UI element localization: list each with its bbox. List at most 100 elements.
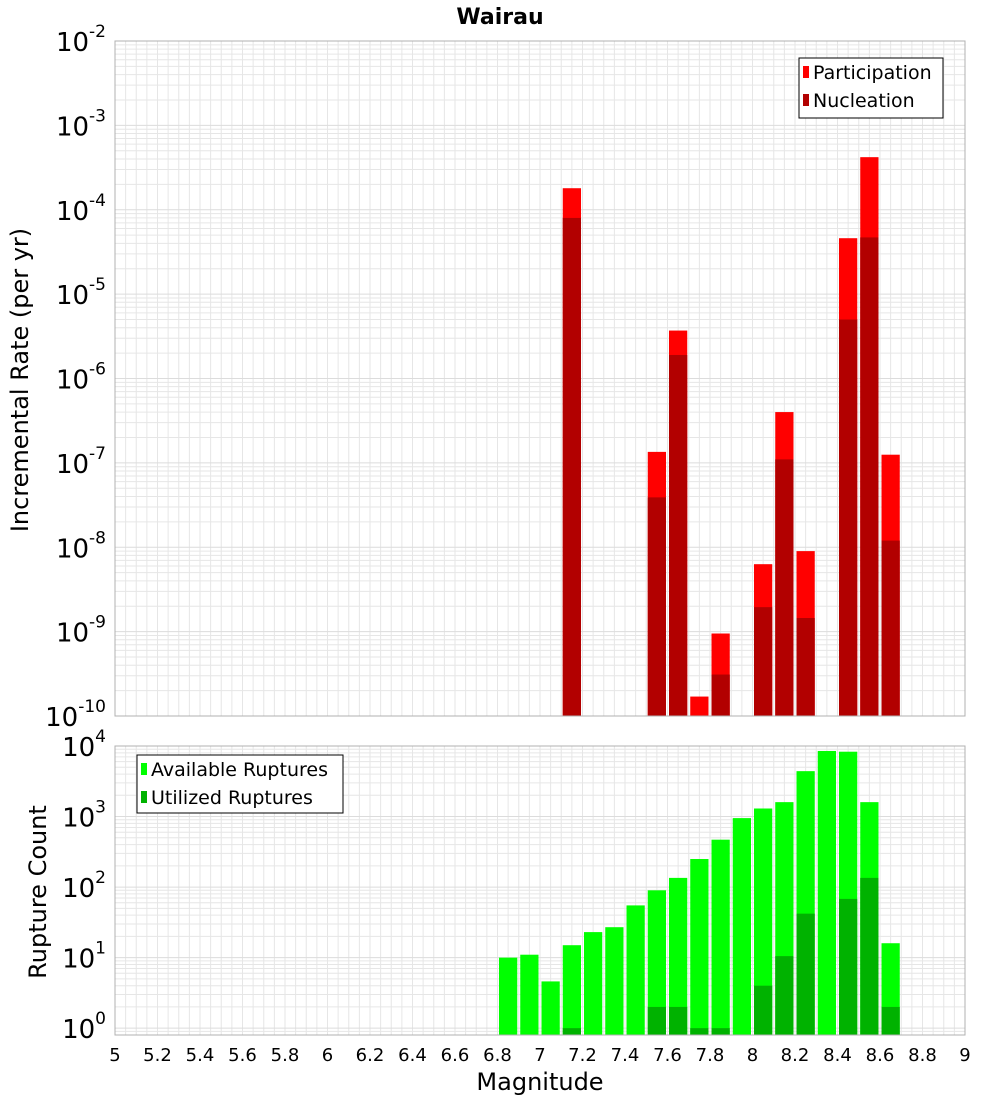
series-utilized-ruptures [562,877,900,1035]
x-tick-label: 8 [747,1045,758,1066]
plot-frame [114,40,966,717]
y-tick-base: 10 [56,534,89,564]
y-tick-exponent: -8 [89,528,106,548]
bar-available-ruptures [541,981,560,1035]
y-tick-base: 10 [56,197,89,227]
y-tick-exponent: -9 [89,613,106,633]
y-tick-exponent: -7 [89,444,106,464]
bar-available-ruptures [562,945,581,1035]
y-tick-label: 100 [62,1009,106,1045]
legend-entry-label: Nucleation [813,90,915,112]
y-tick-exponent: 3 [95,798,106,818]
x-tick-label: 7.2 [568,1045,597,1066]
bar-nucleation [881,540,900,716]
x-tick-label: 8.8 [908,1045,937,1066]
y-tick-base: 10 [62,733,95,763]
bar-nucleation [775,459,794,716]
bar-utilized-ruptures [711,1028,730,1035]
x-tick-label: 6 [322,1045,333,1066]
y-tick-exponent: 1 [95,939,106,959]
y-tick-exponent: 4 [95,727,106,747]
x-tick-label: 7.6 [653,1045,682,1066]
y-tick-base: 10 [56,450,89,480]
bar-nucleation [647,497,666,716]
bar-available-ruptures [711,839,730,1035]
x-tick-label: 5 [109,1045,120,1066]
bar-participation [690,696,709,716]
x-tick-label: 7 [534,1045,545,1066]
y-tick-exponent: 0 [95,1009,106,1029]
y-tick-exponent: -6 [89,360,106,380]
legend-box [798,57,944,119]
y-tick-label: 10-8 [56,528,106,564]
plot-frame [114,745,966,1036]
legend-entry-label: Utilized Ruptures [151,787,313,809]
bar-available-ruptures [626,905,645,1035]
bar-utilized-ruptures [860,877,879,1035]
y-axis-ticks: 10-210-310-410-510-610-710-810-910-10 [45,22,106,733]
bar-nucleation [562,217,581,716]
y-tick-label: 102 [62,868,106,904]
legend-swatch [141,791,147,803]
bar-utilized-ruptures [647,1006,666,1035]
y-tick-label: 103 [62,798,106,834]
bar-available-ruptures [754,808,773,1035]
x-tick-label: 7.4 [611,1045,640,1066]
y-tick-label: 10-5 [56,275,106,311]
bar-available-ruptures [605,927,624,1035]
bar-available-ruptures [669,877,688,1035]
bar-nucleation [754,607,773,716]
bar-available-ruptures [690,859,709,1035]
x-tick-label: 5.8 [271,1045,300,1066]
legend: Available Ruptures Utilized Ruptures [136,754,344,814]
x-axis-label: Magnitude [476,1068,603,1096]
x-tick-label: 9 [959,1045,970,1066]
bar-nucleation [711,674,730,716]
bar-utilized-ruptures [562,1028,581,1035]
chart-title: Wairau [456,5,543,30]
y-tick-label: 10-4 [56,191,106,227]
x-tick-label: 6.8 [483,1045,512,1066]
bar-available-ruptures [732,818,751,1035]
y-tick-label: 104 [62,727,106,763]
rate-panel: 10-210-310-410-510-610-710-810-910-10Par… [45,22,966,733]
bar-nucleation [839,319,858,716]
bottom-y-axis-label: Rupture Count [24,805,52,979]
legend: Participation Nucleation [798,57,944,119]
y-tick-base: 10 [56,28,89,58]
bar-available-ruptures [647,890,666,1035]
bar-utilized-ruptures [754,985,773,1035]
y-tick-label: 10-3 [56,106,106,142]
y-tick-base: 10 [56,366,89,396]
y-tick-label: 10-7 [56,444,106,480]
bar-nucleation [860,237,879,716]
legend-swatch [803,94,809,106]
y-tick-label: 10-9 [56,613,106,649]
y-tick-base: 10 [56,619,89,649]
y-tick-exponent: -2 [89,22,106,42]
series-nucleation [562,217,900,716]
bar-available-ruptures [817,750,836,1035]
y-tick-base: 10 [62,1015,95,1045]
y-tick-exponent: -10 [78,697,106,717]
y-tick-base: 10 [45,703,78,733]
y-tick-base: 10 [62,945,95,975]
bar-available-ruptures [584,932,603,1035]
x-tick-label: 5.4 [186,1045,215,1066]
bar-available-ruptures [520,954,539,1035]
bar-utilized-ruptures [796,913,815,1035]
bar-utilized-ruptures [690,1028,709,1035]
x-tick-label: 6.6 [441,1045,470,1066]
legend-box [136,754,344,814]
gridlines [114,41,966,717]
y-tick-label: 10-6 [56,360,106,396]
bar-nucleation [796,618,815,716]
y-tick-exponent: -4 [89,191,106,211]
y-tick-label: 10-2 [56,22,106,58]
y-tick-base: 10 [62,804,95,834]
legend-entry-label: Available Ruptures [151,759,328,781]
